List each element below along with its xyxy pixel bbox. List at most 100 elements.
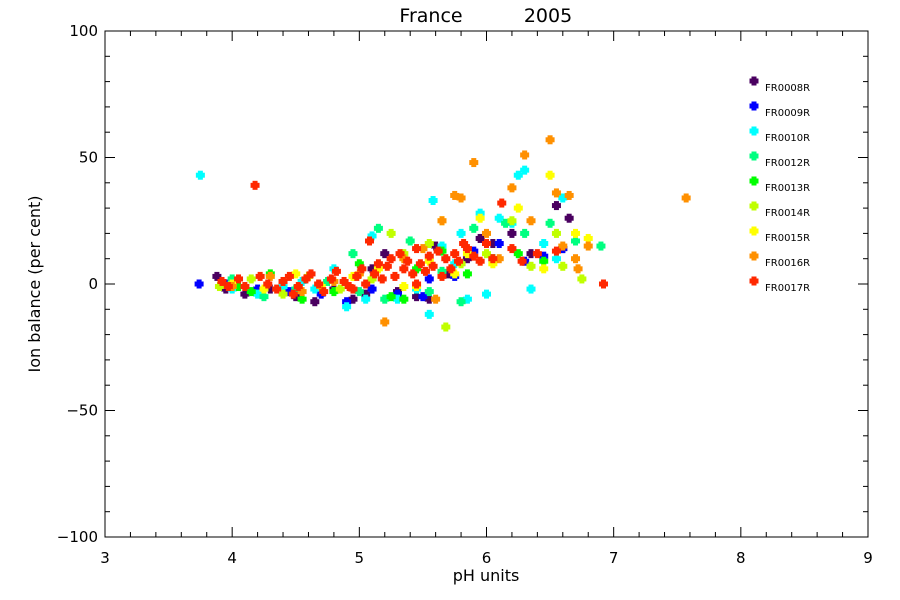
data-point (246, 287, 256, 297)
data-point (520, 150, 530, 160)
data-point (507, 244, 517, 254)
legend-label: FR0015R (765, 233, 810, 244)
data-point (424, 287, 434, 297)
data-point (526, 249, 536, 259)
data-point (253, 284, 263, 294)
data-point (497, 198, 507, 208)
data-point (399, 294, 409, 304)
y-tick-label: 0 (88, 275, 98, 293)
data-point (517, 256, 527, 266)
data-point (291, 292, 301, 302)
data-point (539, 239, 549, 249)
data-point (319, 287, 329, 297)
data-point (482, 239, 491, 249)
legend-marker (749, 176, 759, 186)
data-point (494, 254, 504, 264)
data-point (571, 236, 581, 246)
data-point (278, 276, 288, 286)
data-point (456, 259, 466, 269)
legend-marker (749, 201, 759, 211)
data-point (539, 264, 549, 274)
data-point (380, 317, 390, 327)
data-point (494, 239, 504, 249)
data-point (377, 274, 387, 284)
data-point (520, 228, 530, 238)
data-point (373, 223, 383, 233)
data-point (214, 282, 224, 292)
data-point (234, 274, 244, 284)
chart-title-right: 2005 (524, 5, 572, 27)
data-point (297, 276, 307, 286)
data-point (424, 309, 434, 319)
data-point (221, 279, 231, 289)
data-point (545, 170, 555, 180)
data-point (558, 193, 568, 203)
data-point (342, 297, 352, 307)
data-point (551, 201, 561, 211)
data-point (386, 292, 396, 302)
data-point (428, 196, 438, 206)
data-point (571, 254, 581, 264)
data-point (501, 218, 511, 228)
data-point (456, 297, 466, 307)
data-point (564, 190, 574, 200)
data-point (420, 266, 430, 276)
data-point (405, 236, 415, 246)
legend-marker (749, 76, 759, 86)
data-point (367, 231, 377, 241)
data-point (583, 233, 593, 243)
data-point (513, 203, 523, 213)
legend-marker (749, 251, 759, 261)
data-point (234, 282, 244, 292)
data-point (469, 158, 479, 168)
data-point (259, 292, 269, 302)
data-point (412, 292, 422, 302)
legend-marker (749, 151, 759, 161)
data-point (380, 249, 390, 259)
data-point (418, 244, 428, 254)
data-point (462, 244, 472, 254)
legend-label: FR0013R (765, 183, 810, 194)
data-point (462, 294, 472, 304)
data-point (526, 216, 536, 226)
data-point (456, 228, 466, 238)
data-point (482, 249, 491, 259)
data-point (399, 282, 409, 292)
data-point (259, 284, 269, 294)
legend-label: FR0016R (765, 258, 810, 269)
data-point (539, 256, 549, 266)
legend-marker (749, 101, 759, 111)
data-point (297, 294, 307, 304)
data-point (288, 289, 298, 299)
data-point (459, 239, 469, 249)
data-point (596, 241, 606, 251)
data-point (348, 294, 358, 304)
data-point (246, 274, 256, 284)
data-point (520, 165, 530, 175)
data-point (551, 228, 561, 238)
legend-label: FR0010R (765, 133, 810, 144)
data-point (456, 193, 466, 203)
x-tick-label: 9 (863, 549, 873, 567)
data-point (412, 264, 422, 274)
data-point (418, 292, 428, 302)
data-point (450, 269, 460, 279)
data-point (507, 228, 517, 238)
data-point (348, 284, 358, 294)
data-point (272, 284, 282, 294)
data-point (326, 274, 336, 284)
data-point (539, 251, 549, 261)
data-point (195, 170, 205, 180)
data-point (475, 208, 485, 218)
data-point (532, 249, 542, 259)
data-point (437, 271, 447, 281)
data-point (367, 284, 377, 294)
legend-marker (749, 226, 759, 236)
data-point (316, 289, 326, 299)
data-point (284, 287, 294, 297)
y-axis-label: Ion balance (per cent) (25, 195, 44, 372)
data-point (482, 228, 491, 238)
data-point (240, 289, 250, 299)
y-tick-label: 50 (79, 149, 98, 167)
